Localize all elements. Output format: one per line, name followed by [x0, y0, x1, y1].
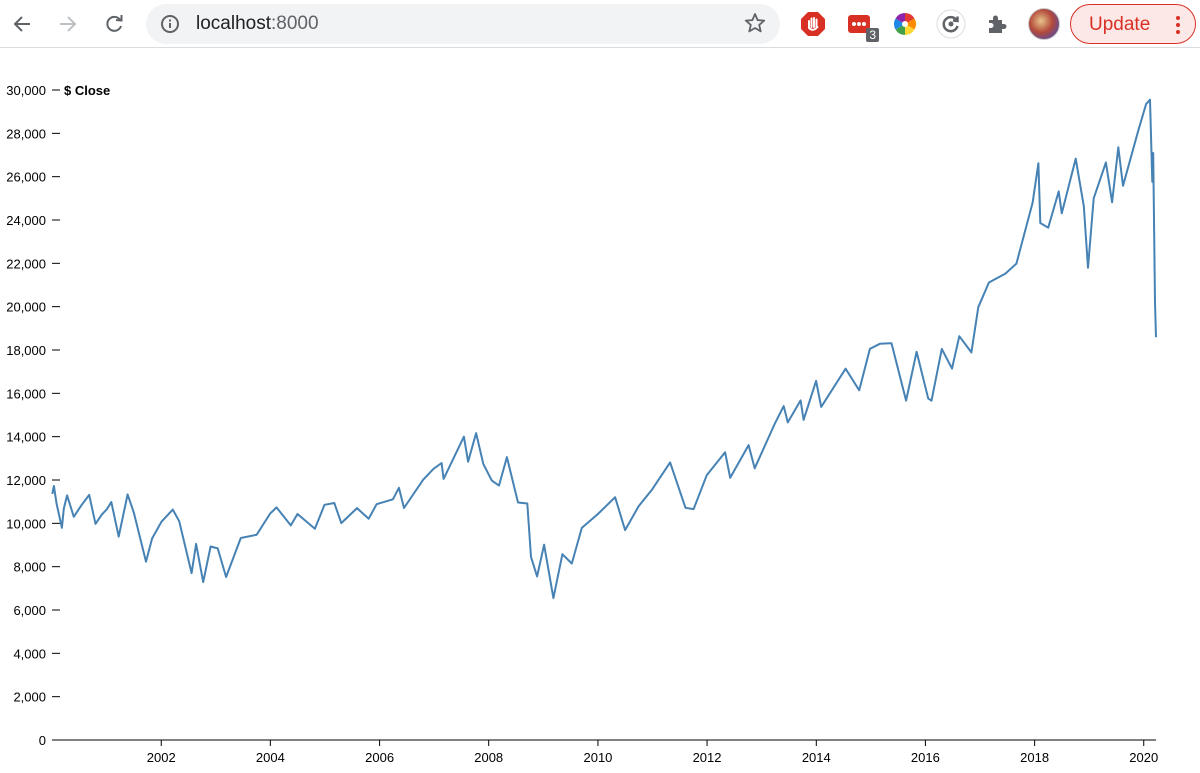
profile-avatar[interactable] — [1028, 8, 1060, 40]
chart: 0 2,000 4,000 6,000 8,000 10,000 12,000 14,000 1… — [6, 83, 1158, 765]
url-port: :8000 — [271, 13, 319, 34]
y-tick-label: 28,000 — [6, 126, 46, 141]
x-tick-label: 2018 — [1020, 750, 1049, 765]
sync-icon[interactable] — [935, 8, 967, 40]
dots-extension-icon[interactable]: 3 — [843, 8, 879, 42]
reload-icon[interactable] — [98, 8, 130, 40]
url-host: localhost — [196, 13, 271, 34]
x-tick-label: 2016 — [911, 750, 940, 765]
x-tick-label: 2014 — [802, 750, 831, 765]
x-tick-label: 2010 — [583, 750, 612, 765]
x-tick-label: 2008 — [474, 750, 503, 765]
y-tick-label: 10,000 — [6, 516, 46, 531]
url-text[interactable]: localhost:8000 — [196, 13, 319, 35]
x-tick-label: 2002 — [147, 750, 176, 765]
back-arrow-icon[interactable] — [6, 8, 38, 40]
y-tick-label: 12,000 — [6, 473, 46, 488]
y-tick-label: 20,000 — [6, 300, 46, 315]
stop-hand-icon[interactable] — [797, 8, 829, 40]
y-tick-label: 16,000 — [6, 386, 46, 401]
y-tick-label: 14,000 — [6, 430, 46, 445]
y-tick-label: 18,000 — [6, 343, 46, 358]
forward-arrow-icon[interactable] — [52, 8, 84, 40]
puzzle-icon[interactable] — [981, 8, 1013, 40]
info-icon[interactable] — [160, 14, 180, 39]
y-axis-title: $ Close — [64, 83, 110, 98]
browser-toolbar: localhost:8000 3 Update — [0, 0, 1200, 48]
x-tick-label: 2004 — [256, 750, 285, 765]
y-tick-label: 0 — [39, 733, 46, 748]
series-line — [51, 98, 1157, 600]
y-tick-label: 4,000 — [13, 646, 46, 661]
color-wheel-icon[interactable] — [889, 8, 921, 40]
y-tick-label: 8,000 — [13, 560, 46, 575]
y-tick-label: 22,000 — [6, 256, 46, 271]
x-tick-label: 2020 — [1129, 750, 1158, 765]
x-axis: 2002 2004 2006 2008 2010 2012 2014 2016 2018 2020 — [52, 739, 1158, 765]
y-tick-label: 26,000 — [6, 170, 46, 185]
update-label: Update — [1089, 14, 1151, 35]
update-button[interactable]: Update — [1070, 4, 1196, 44]
x-tick-label: 2012 — [693, 750, 722, 765]
y-tick-label: 6,000 — [13, 603, 46, 618]
address-bar[interactable]: localhost:8000 — [146, 4, 780, 44]
y-tick-label: 30,000 — [6, 83, 46, 98]
x-tick-label: 2006 — [365, 750, 394, 765]
y-axis: 0 2,000 4,000 6,000 8,000 10,000 12,000 14,000 1… — [6, 83, 60, 748]
star-icon[interactable] — [744, 12, 766, 39]
extension-badge: 3 — [866, 28, 879, 42]
kebab-menu-icon[interactable] — [1175, 14, 1181, 42]
y-tick-label: 24,000 — [6, 213, 46, 228]
y-tick-label: 2,000 — [13, 690, 46, 705]
